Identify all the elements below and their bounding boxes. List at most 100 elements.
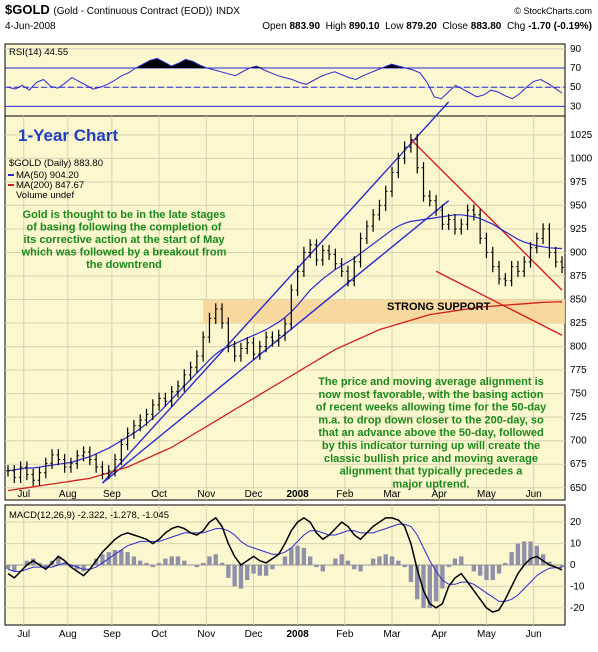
downtrend-upper-line — [410, 139, 563, 291]
right-note-line: now most favorable, with the basing acti… — [319, 389, 544, 401]
macd-histogram-bar — [477, 565, 483, 576]
price-bar — [119, 438, 124, 466]
macd-histogram-bar — [200, 562, 206, 565]
rsi-axis: 30 50 70 90 — [570, 44, 582, 113]
price-tick-label: 650 — [570, 483, 587, 494]
price-bar — [547, 223, 552, 259]
macd-histogram-bar — [238, 565, 244, 589]
price-bar — [157, 392, 161, 411]
macd-histogram-bar — [138, 560, 143, 565]
macd-histogram-bar — [194, 565, 200, 568]
macd-histogram-bar — [150, 565, 155, 568]
macd-tick-label: 20 — [570, 517, 582, 528]
price-bar — [459, 218, 464, 235]
price-bar — [346, 265, 350, 287]
price-bar — [37, 467, 42, 486]
price-bar — [509, 260, 514, 287]
price-bar — [371, 209, 375, 232]
price-bar — [169, 386, 174, 407]
macd-histogram-bar — [207, 556, 212, 565]
macd-x-label: Apr — [431, 629, 447, 640]
macd-x-label: May — [477, 629, 496, 640]
price-tick-label: 975 — [570, 177, 587, 188]
symbol: $GOLD — [5, 2, 50, 17]
macd-histogram-bar — [295, 545, 300, 565]
downtrend-lower-line — [435, 270, 563, 336]
macd-x-label: Nov — [197, 629, 215, 640]
macd-x-label: Jul — [17, 629, 30, 640]
price-bar — [553, 246, 558, 268]
rsi-tick-label: 30 — [570, 101, 582, 112]
right-note-line: of recent weeks allowing time for the 50… — [316, 402, 547, 414]
price-bar — [125, 427, 130, 451]
rsi-tick-label: 70 — [570, 63, 582, 74]
macd-histogram-bar — [163, 558, 168, 565]
source-credit[interactable]: © StockCharts.com — [514, 6, 592, 16]
price-tick-label: 1025 — [570, 130, 593, 141]
price-bar — [50, 449, 54, 469]
macd-histogram-bar — [421, 565, 426, 608]
macd-histogram-bar — [547, 561, 552, 565]
price-bar — [541, 223, 545, 244]
price-bar — [106, 465, 111, 480]
macd-histogram-bar — [471, 565, 477, 572]
price-tick-label: 850 — [570, 295, 587, 306]
price-bar — [535, 232, 539, 254]
price-bar — [88, 446, 92, 466]
rsi-panel — [4, 43, 566, 117]
low-label: Low — [385, 21, 404, 32]
price-tick-label: 675 — [570, 459, 587, 470]
price-bar — [213, 303, 218, 324]
price-tick-label: 950 — [570, 200, 587, 211]
legend-volume: Volume undef — [16, 190, 74, 201]
price-bar — [132, 420, 136, 439]
price-bar — [484, 232, 489, 259]
macd-histogram-bar — [345, 560, 351, 565]
macd-x-label: Feb — [336, 629, 354, 640]
macd-histogram-bar — [496, 565, 502, 574]
price-bar — [176, 380, 180, 398]
price-bar — [377, 199, 382, 221]
chart-title: 1-Year Chart — [18, 126, 118, 145]
macd-histogram-bar — [427, 565, 432, 608]
macd-x-label: Sep — [103, 629, 121, 640]
macd-histogram-bar — [270, 565, 275, 570]
exchange: INDX — [216, 6, 240, 17]
left-note-line: the downtrend — [86, 259, 162, 271]
macd-histogram-bar — [289, 547, 294, 565]
price-bar — [245, 337, 250, 355]
price-bar — [320, 244, 325, 266]
price-bar — [239, 342, 243, 362]
price-bar — [415, 133, 420, 174]
price-bar — [503, 273, 508, 287]
macd-histogram-bar — [56, 556, 61, 565]
macd-histogram-bar — [402, 565, 407, 568]
macd-histogram-bar — [440, 565, 445, 589]
right-note-line: classic bullish price and moving average — [324, 453, 538, 465]
macd-x-axis: Jul Aug Sep Oct Nov Dec 2008 Feb Mar Apr May Jun — [17, 629, 541, 640]
price-bar — [295, 265, 300, 296]
macd-histogram-bar — [314, 565, 319, 568]
macd-legend: MACD(12,26,9) -2.322, -1.278, -1.045 — [9, 510, 169, 521]
price-bar — [560, 256, 564, 274]
macd-histogram-bar — [559, 565, 565, 568]
price-bar — [220, 303, 224, 329]
price-bar — [421, 162, 426, 202]
price-x-label: Jun — [526, 489, 542, 500]
price-bar — [6, 465, 10, 477]
price-x-label: Jul — [17, 489, 30, 500]
right-note-line: by this indicator turning up will create… — [322, 440, 540, 452]
price-bar — [113, 453, 117, 477]
macd-histogram-bar — [125, 552, 130, 565]
macd-histogram-bar — [320, 565, 325, 572]
price-bar — [276, 329, 281, 347]
macd-histogram-bar — [219, 562, 225, 565]
price-bar — [18, 461, 23, 484]
macd-tick-label: 0 — [570, 560, 576, 571]
support-band — [203, 299, 565, 324]
price-bar — [396, 152, 401, 179]
price-bar — [352, 256, 357, 287]
price-bar — [308, 239, 312, 259]
price-bar — [365, 220, 369, 244]
macd-tick-label: 10 — [570, 539, 582, 550]
